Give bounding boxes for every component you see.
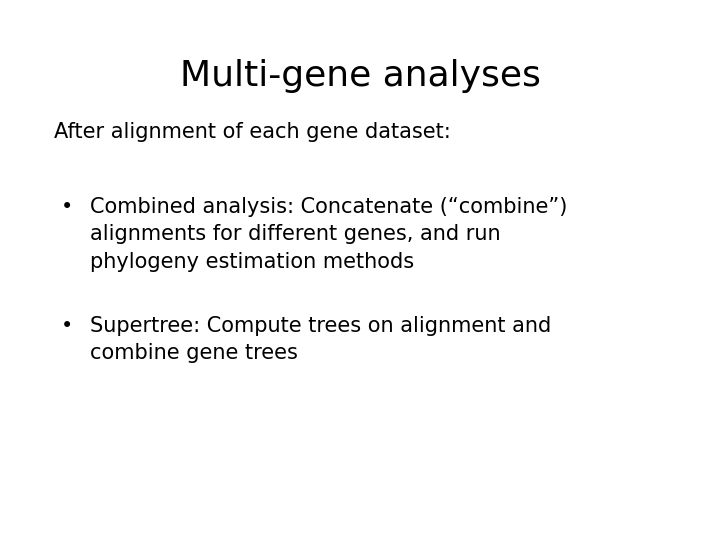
Text: Multi-gene analyses: Multi-gene analyses [179, 59, 541, 93]
Text: •: • [61, 316, 73, 336]
Text: Combined analysis: Concatenate (“combine”)
alignments for different genes, and r: Combined analysis: Concatenate (“combine… [90, 197, 567, 272]
Text: •: • [61, 197, 73, 217]
Text: Supertree: Compute trees on alignment and
combine gene trees: Supertree: Compute trees on alignment an… [90, 316, 552, 363]
Text: After alignment of each gene dataset:: After alignment of each gene dataset: [54, 122, 451, 141]
